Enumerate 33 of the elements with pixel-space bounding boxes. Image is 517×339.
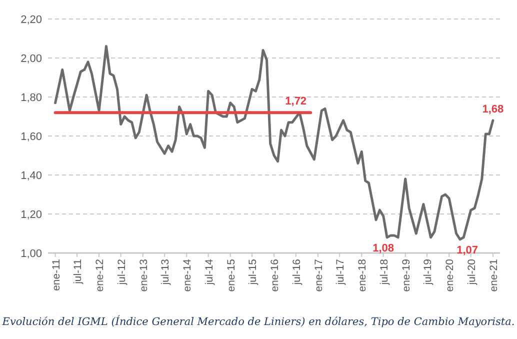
x-tick-label: jul-19 xyxy=(422,258,434,286)
x-tick-label: jul-17 xyxy=(334,258,347,286)
y-tick-label: 1,40 xyxy=(20,170,42,182)
annotation: 1,08 xyxy=(372,242,394,254)
x-tick-label: ene-20 xyxy=(444,258,456,292)
x-tick-label: ene-18 xyxy=(356,258,369,292)
y-tick-label: 1,20 xyxy=(20,209,42,221)
annotation: 1,68 xyxy=(482,103,504,116)
x-tick-label: jul-14 xyxy=(203,258,216,286)
y-tick-label: 1,00 xyxy=(20,248,42,260)
x-tick-label: jul-11 xyxy=(72,258,84,285)
annotation: 1,72 xyxy=(285,96,307,108)
y-tick-label: 1,60 xyxy=(20,131,42,143)
x-tick-label: ene-13 xyxy=(138,258,150,292)
x-tick-label: jul-20 xyxy=(466,258,478,286)
x-tick-label: ene-15 xyxy=(225,258,238,292)
x-tick-label: ene-19 xyxy=(400,258,412,292)
x-tick-label: ene-14 xyxy=(182,258,194,292)
annotation: 1,07 xyxy=(456,244,478,256)
y-tick-label: 2,20 xyxy=(20,14,42,26)
x-tick-label: ene-17 xyxy=(312,258,325,292)
x-tick-label: ene-12 xyxy=(94,258,106,292)
x-tick-label: jul-16 xyxy=(290,258,303,286)
x-tick-label: jul-15 xyxy=(247,258,260,286)
x-tick-label: jul-18 xyxy=(378,258,390,286)
x-tick-label: ene-21 xyxy=(488,258,500,292)
x-tick-label: ene-11 xyxy=(50,258,62,291)
x-tick-label: jul-13 xyxy=(160,258,172,286)
x-tick-label: jul-12 xyxy=(116,258,128,286)
text: Evolución del IGML (Índice General Mercado de Liniers) en dólares, Tipo de Cambio Mayorista. xyxy=(1,315,515,328)
x-tick-label: ene-16 xyxy=(269,258,282,292)
y-tick-label: 2,00 xyxy=(20,53,42,65)
y-tick-label: 1,80 xyxy=(20,92,42,104)
